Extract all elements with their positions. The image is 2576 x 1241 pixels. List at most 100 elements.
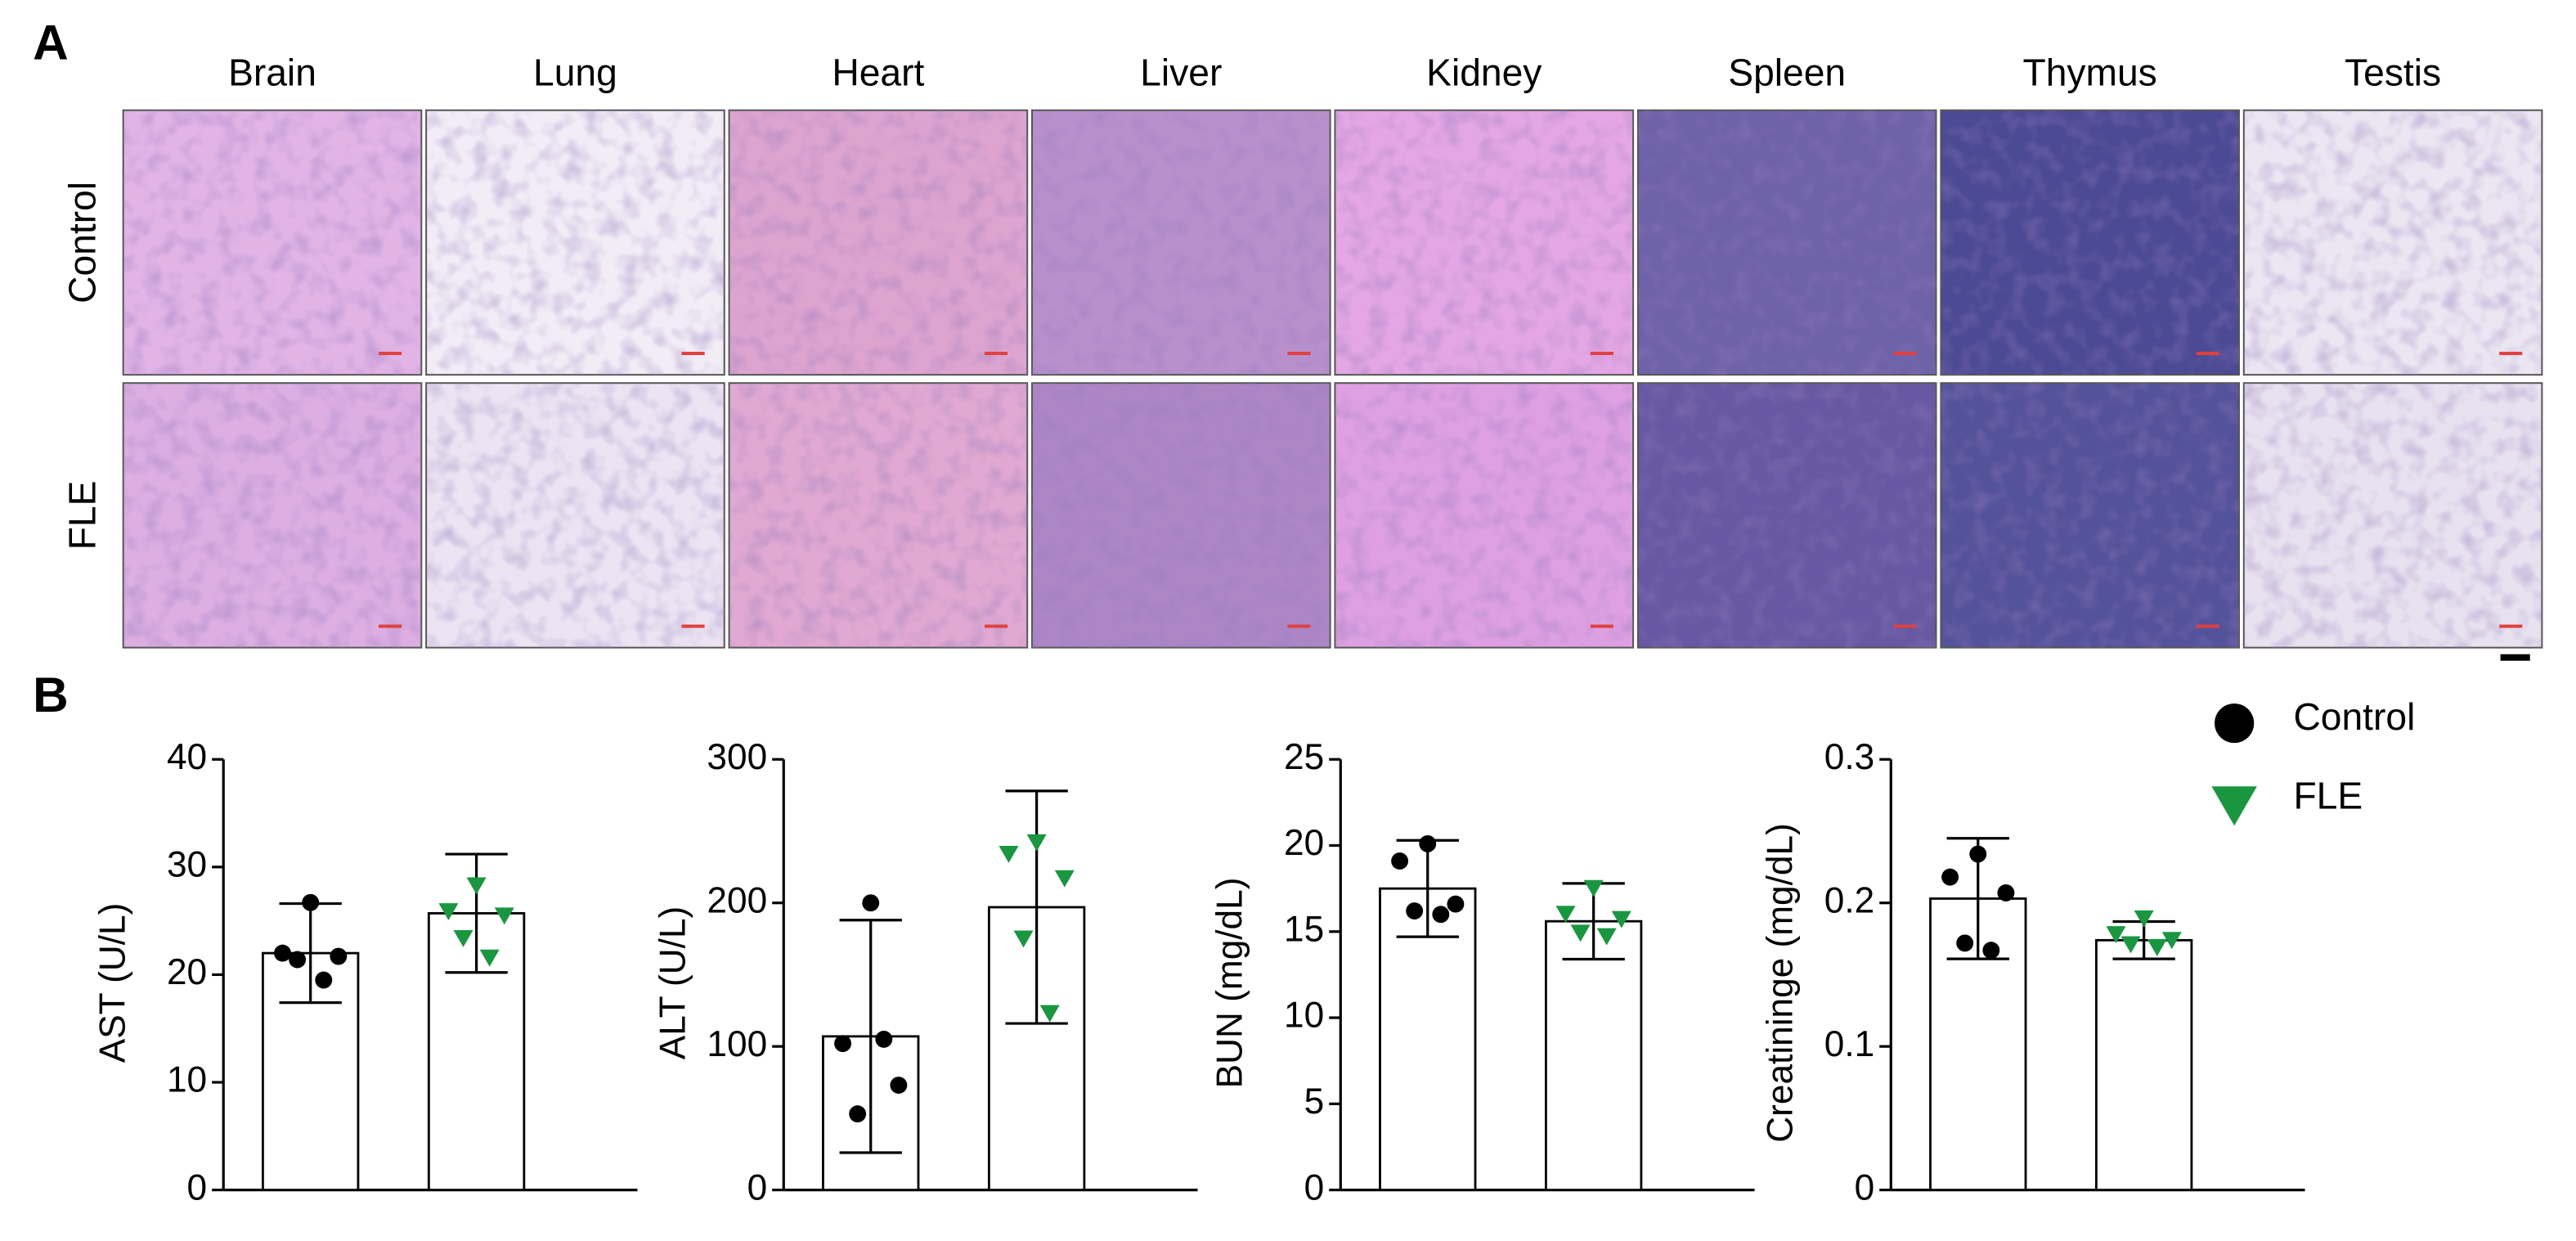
data-point (1583, 879, 1604, 897)
tissue-texture (1941, 383, 2239, 648)
data-point (849, 1105, 867, 1123)
bar (1544, 920, 1643, 1192)
y-tick-label: 10 (1284, 996, 1324, 1036)
y-tick-label: 10 (167, 1060, 207, 1100)
y-tick-label: 0 (187, 1167, 208, 1207)
tissue-texture (1637, 110, 1936, 375)
micro-scale-bar (379, 352, 402, 356)
micro-scale-bar (1590, 624, 1613, 628)
data-point (2161, 932, 2182, 950)
column-label: Spleen (1728, 52, 1846, 94)
y-tick-label: 30 (167, 845, 207, 885)
micro-scale-bar (2499, 624, 2523, 628)
data-point (1013, 930, 1034, 948)
y-tick-label: 0.3 (1824, 737, 1874, 777)
y-tick-label: 40 (167, 737, 207, 777)
legend: Control FLE (2211, 695, 2415, 826)
chart: 0 5 10 15 20 25 BUN (mg/dL) (1209, 737, 1755, 1207)
row-label: Control (61, 182, 104, 304)
column-label: Thymus (2023, 52, 2157, 94)
data-point (2134, 910, 2154, 928)
legend-marker (2215, 703, 2255, 744)
data-point (1982, 942, 2000, 960)
tissue-texture (1335, 383, 1634, 648)
data-point (2120, 936, 2141, 954)
y-tick-label: 20 (167, 952, 207, 992)
y-axis-label: ALT (U/L) (653, 906, 693, 1059)
data-point (875, 1030, 893, 1048)
error-bar (445, 852, 508, 974)
data-point (1611, 911, 1631, 929)
error-bar (1005, 789, 1068, 1025)
column-label: Testis (2345, 52, 2441, 94)
panel-label: B (33, 667, 69, 722)
tissue-texture (426, 110, 725, 375)
data-point (1570, 924, 1591, 942)
row-label: FLE (61, 481, 104, 551)
tissue-texture (123, 383, 422, 648)
y-axis-label: AST (U/L) (92, 903, 132, 1063)
tissue-texture (123, 110, 422, 375)
data-point (1419, 834, 1437, 852)
data-point (274, 944, 291, 962)
y-tick-label: 15 (1284, 909, 1324, 949)
micro-scale-bar (2499, 352, 2523, 356)
data-point (1555, 906, 1576, 924)
data-point (2106, 926, 2126, 944)
data-point (494, 907, 514, 925)
y-tick-label: 0 (1855, 1167, 1875, 1207)
tissue-texture (1335, 110, 1634, 375)
data-point (466, 877, 487, 895)
data-point (2147, 938, 2167, 956)
legend-marker (2211, 786, 2257, 826)
bar (2094, 938, 2193, 1191)
micro-scale-bar (1287, 352, 1311, 356)
micro-scale-bar (1590, 352, 1613, 356)
tissue-texture (1032, 110, 1331, 375)
data-point (438, 903, 459, 921)
data-point (1997, 884, 2015, 902)
data-point (834, 1035, 852, 1053)
data-point (302, 893, 320, 911)
micro-scale-bar (1287, 624, 1311, 628)
data-point (330, 947, 348, 965)
micro-scale-bar (1893, 352, 1917, 356)
data-point (453, 930, 473, 947)
y-tick-label: 20 (1284, 823, 1324, 863)
tissue-texture (2243, 383, 2542, 648)
data-point (999, 845, 1019, 863)
y-tick-label: 25 (1284, 737, 1324, 777)
data-point (1969, 845, 1987, 863)
tissue-texture (2243, 110, 2542, 375)
bar (1379, 887, 1477, 1191)
chart: 0 0.1 0.2 0.3 Creatininge (mg/dL) (1760, 737, 2305, 1207)
micro-scale-bar (2196, 352, 2219, 356)
y-tick-label: 0 (747, 1167, 768, 1207)
legend-label: Control (2293, 695, 2415, 738)
tissue-texture (1637, 383, 1936, 648)
micro-scale-bar (984, 352, 1008, 356)
y-tick-label: 0 (1304, 1167, 1325, 1207)
column-label: Liver (1140, 52, 1222, 94)
y-tick-label: 5 (1304, 1081, 1325, 1122)
chart: 0 10 20 30 40 AST (U/L) (92, 737, 638, 1207)
tissue-texture (729, 110, 1028, 375)
micro-scale-bar (984, 624, 1008, 628)
scale-bar (2500, 654, 2530, 661)
data-point (1054, 870, 1075, 888)
chart: 0 100 200 300 ALT (U/L) (653, 737, 1198, 1207)
data-point (1447, 895, 1465, 913)
column-label: Lung (533, 52, 617, 94)
tissue-texture (426, 383, 725, 648)
error-bar (839, 919, 902, 1154)
y-tick-label: 100 (707, 1024, 767, 1064)
y-tick-label: 0.2 (1824, 880, 1874, 920)
data-point (890, 1077, 908, 1094)
micro-scale-bar (681, 352, 705, 356)
data-point (1406, 902, 1424, 920)
tissue-texture (729, 383, 1028, 648)
data-point (1596, 928, 1617, 946)
